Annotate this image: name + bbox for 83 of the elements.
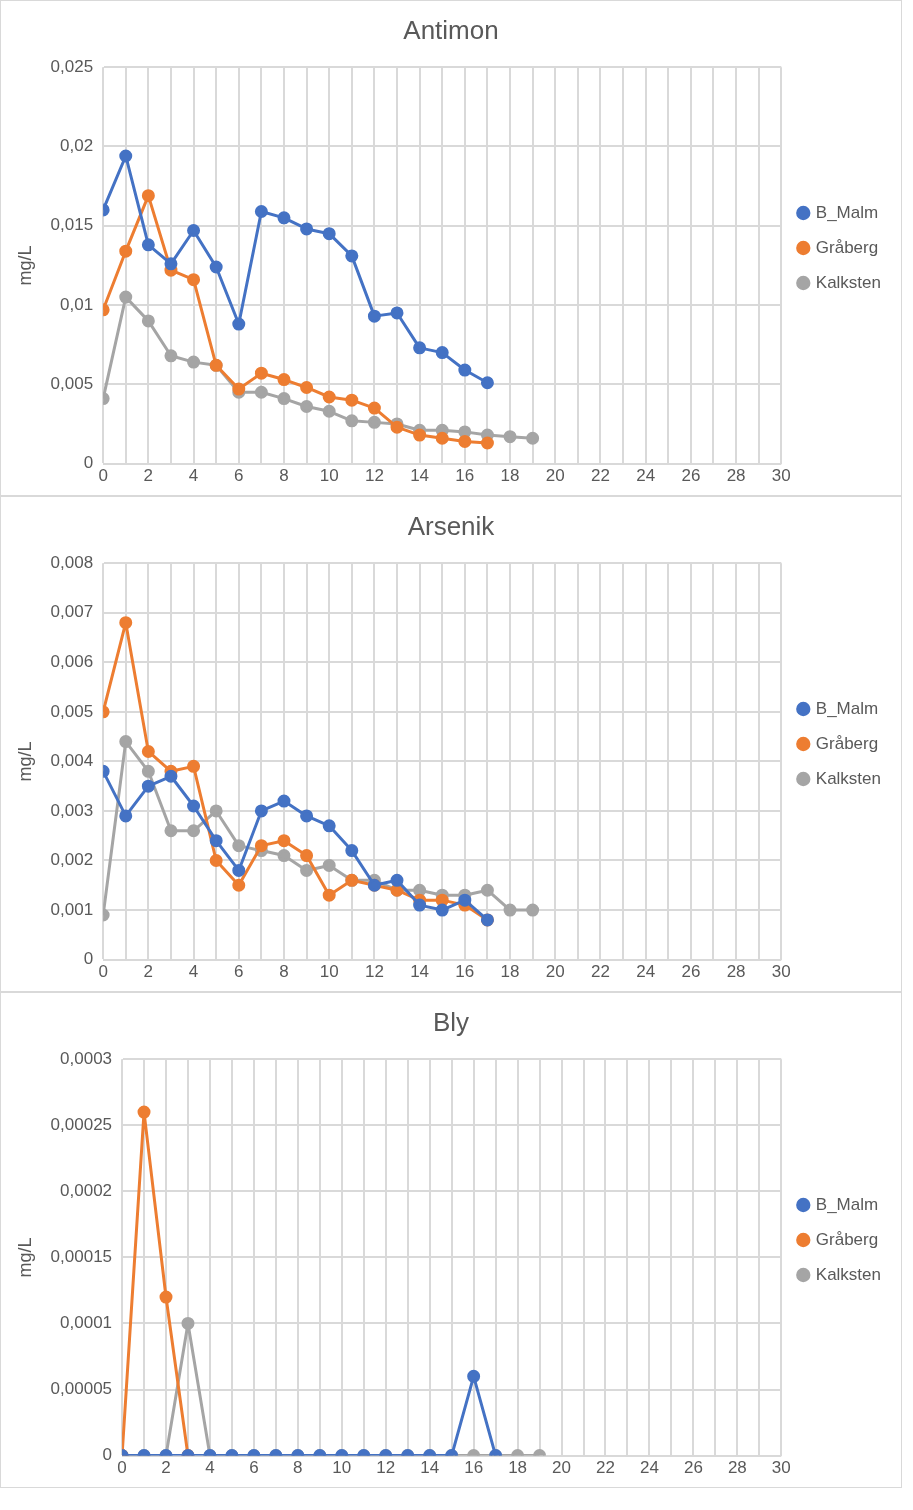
legend-label: Gråberg: [815, 733, 879, 753]
y-tick-label: 0: [83, 453, 94, 473]
x-tick-label: 10: [319, 466, 339, 486]
y-tick-label: 0,01: [60, 294, 94, 314]
x-tick-label: 14: [410, 962, 430, 982]
x-tick-label: 20: [545, 962, 565, 982]
y-tick-label: 0: [83, 949, 94, 969]
y-tick-label: 0,004: [50, 751, 94, 771]
x-tick-label: 22: [596, 1458, 615, 1478]
x-tick-label: 28: [726, 466, 746, 486]
x-tick-label: 24: [639, 1458, 659, 1478]
y-tick-label: 0,006: [50, 651, 94, 671]
x-tick-label: 8: [293, 1458, 303, 1478]
x-tick-label: 20: [552, 1458, 572, 1478]
x-tick-label: 10: [319, 962, 339, 982]
y-tick-label: 0,00015: [50, 1247, 113, 1267]
y-axis-title: mg/L: [14, 741, 35, 782]
y-tick-label: 0,00005: [50, 1379, 113, 1399]
x-tick-label: 6: [249, 1458, 259, 1478]
x-tick-label: 4: [205, 1458, 215, 1478]
x-tick-label: 20: [545, 466, 565, 486]
x-tick-label: 8: [279, 962, 289, 982]
x-tick-label: 30: [771, 466, 791, 486]
x-tick-label: 28: [726, 962, 746, 982]
y-axis-title: mg/L: [14, 1237, 35, 1278]
x-tick-label: 18: [500, 962, 520, 982]
y-tick-label: 0,002: [50, 850, 94, 870]
y-tick-label: 0,0002: [60, 1181, 113, 1201]
x-tick-label: 24: [636, 962, 656, 982]
y-tick-label: 0,015: [50, 215, 94, 235]
y-tick-label: 0,0003: [60, 1048, 113, 1068]
legend-label: B_Malm: [815, 202, 879, 222]
x-tick-label: 8: [279, 466, 289, 486]
x-tick-label: 12: [364, 466, 384, 486]
x-tick-label: 30: [771, 962, 791, 982]
x-tick-label: 14: [410, 466, 430, 486]
y-tick-label: 0,005: [50, 374, 94, 394]
y-tick-label: 0,001: [50, 899, 94, 919]
x-tick-label: 12: [376, 1458, 396, 1478]
legend-label: Kalksten: [815, 272, 881, 292]
x-tick-label: 26: [681, 962, 701, 982]
x-tick-label: 12: [364, 962, 384, 982]
x-tick-label: 24: [636, 466, 656, 486]
x-tick-label: 22: [590, 466, 610, 486]
x-tick-label: 22: [590, 962, 610, 982]
x-tick-label: 16: [455, 466, 475, 486]
legend-label: Gråberg: [815, 237, 879, 257]
x-tick-label: 30: [771, 1458, 791, 1478]
x-tick-label: 2: [143, 466, 154, 486]
y-tick-label: 0,02: [60, 136, 94, 156]
legend-label: Gråberg: [815, 1229, 879, 1249]
y-tick-label: 0,008: [50, 552, 94, 572]
y-tick-label: 0,00025: [50, 1114, 113, 1134]
legend-label: B_Malm: [815, 1194, 879, 1214]
x-tick-label: 18: [500, 466, 520, 486]
x-tick-label: 4: [188, 962, 199, 982]
legend-label: B_Malm: [815, 698, 879, 718]
x-tick-label: 0: [117, 1458, 127, 1478]
y-tick-label: 0: [102, 1445, 113, 1465]
legend-label: Kalksten: [815, 768, 881, 788]
x-tick-label: 6: [234, 962, 244, 982]
legend-label: Kalksten: [815, 1264, 881, 1284]
chart-title: Arsenik: [407, 510, 496, 541]
x-tick-label: 4: [188, 466, 199, 486]
x-tick-label: 2: [161, 1458, 171, 1478]
y-tick-label: 0,005: [50, 701, 94, 721]
x-tick-label: 18: [508, 1458, 528, 1478]
y-tick-label: 0,003: [50, 800, 94, 820]
x-tick-label: 16: [464, 1458, 484, 1478]
chart-title: Bly: [432, 1006, 470, 1037]
y-axis-title: mg/L: [14, 245, 35, 286]
x-tick-label: 26: [681, 466, 701, 486]
chart-title: Antimon: [403, 14, 499, 45]
y-tick-label: 0,025: [50, 56, 94, 76]
x-tick-label: 26: [683, 1458, 703, 1478]
x-tick-label: 6: [234, 466, 244, 486]
y-tick-label: 0,007: [50, 602, 94, 622]
x-tick-label: 28: [727, 1458, 747, 1478]
x-tick-label: 14: [420, 1458, 440, 1478]
x-tick-label: 2: [143, 962, 154, 982]
x-tick-label: 10: [332, 1458, 352, 1478]
x-tick-label: 16: [455, 962, 475, 982]
y-tick-label: 0,0001: [60, 1313, 113, 1333]
